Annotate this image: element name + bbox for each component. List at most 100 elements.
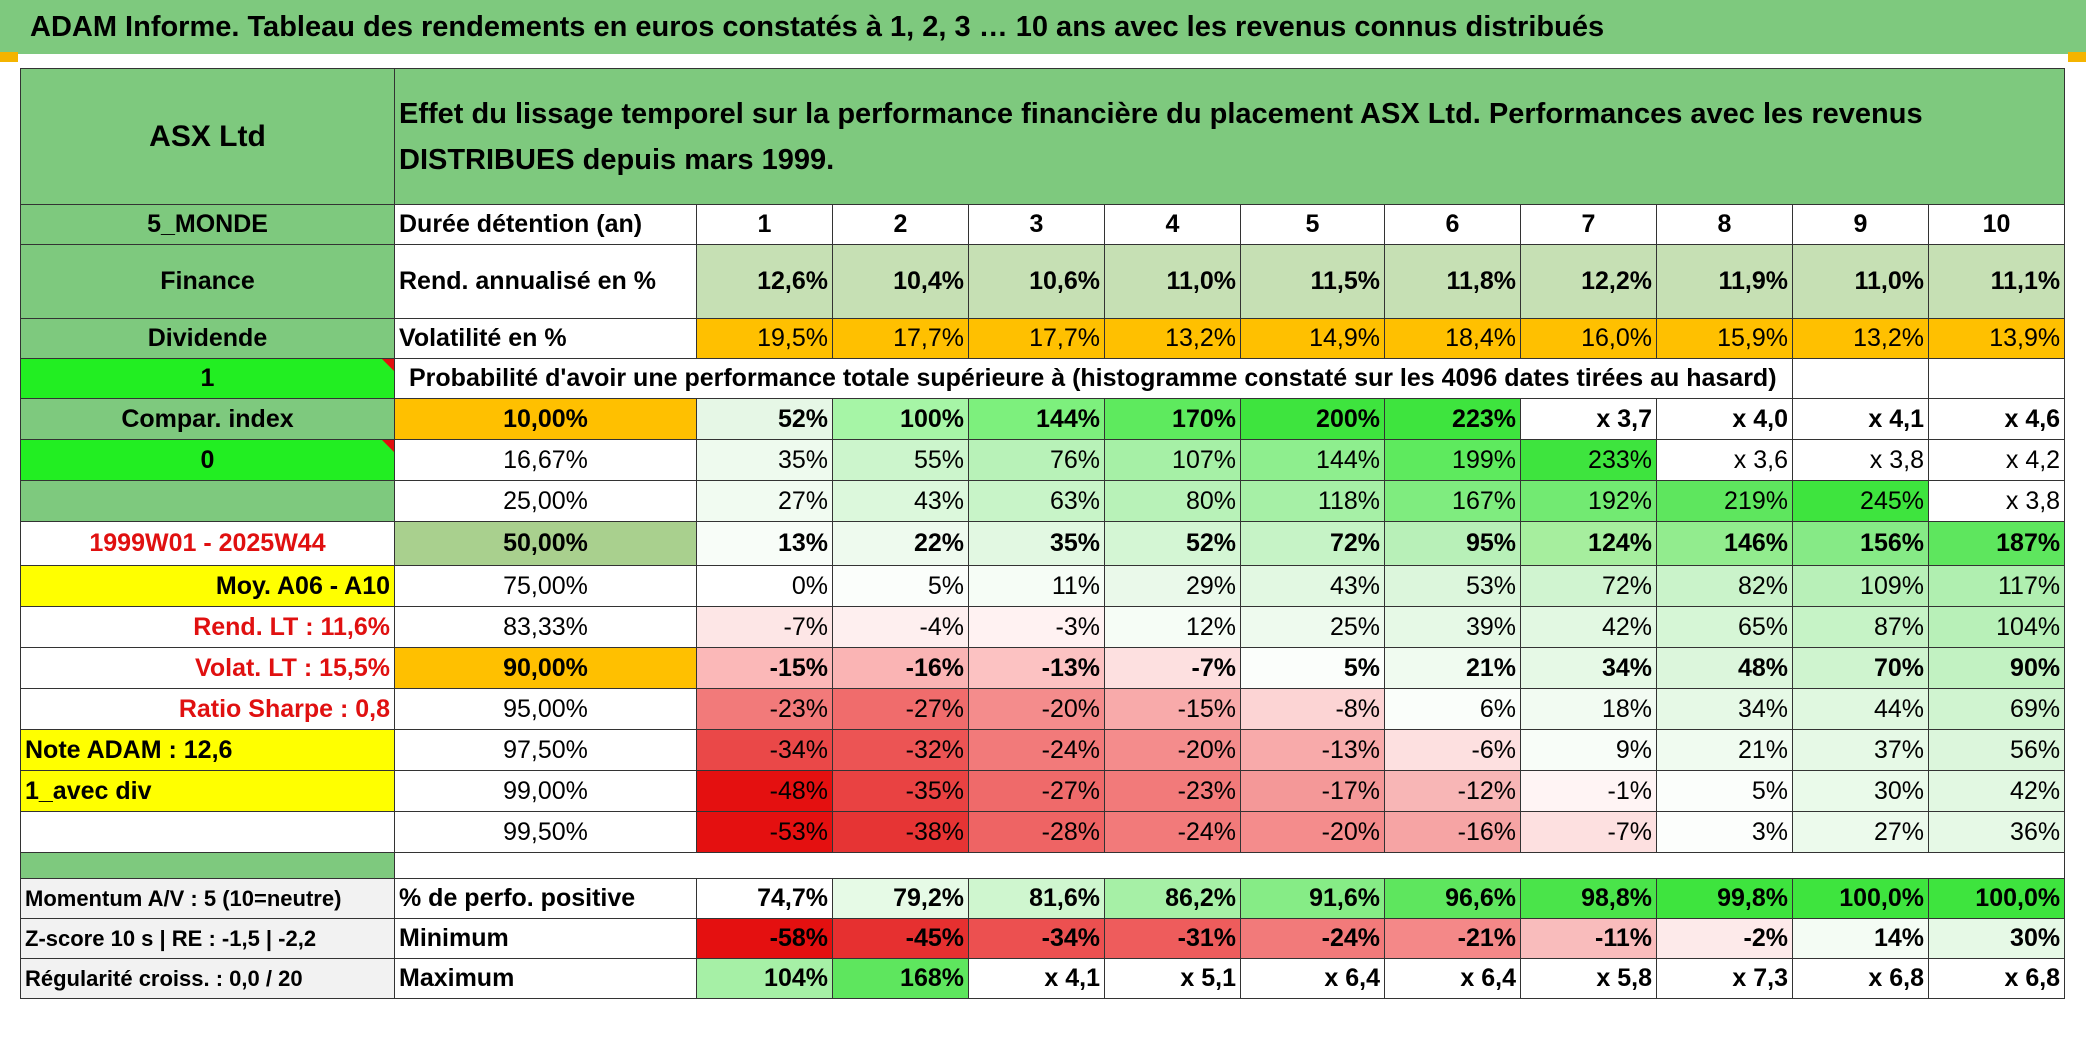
probability-value-cell: 13% (696, 521, 833, 566)
momentum-indicator: Momentum A/V : 5 (10=neutre) (20, 878, 395, 919)
summary-value-cell: -11% (1520, 918, 1657, 959)
flag-one: 1 (20, 358, 395, 399)
summary-value-cell: 98,8% (1520, 878, 1657, 919)
probability-value-cell: 11% (968, 565, 1105, 607)
probability-value-cell: 109% (1792, 565, 1929, 607)
summary-label: Maximum (394, 958, 697, 999)
probability-value-cell: x 3,8 (1792, 439, 1929, 481)
empty-cell (1792, 358, 1929, 399)
probability-row: Ratio Sharpe : 0,8 95,00% -23% -27% -20% -15%… (20, 688, 2066, 730)
probability-value-cell: 37% (1792, 729, 1929, 771)
volatility-cell: 15,9% (1656, 318, 1793, 359)
probability-value-cell: 69% (1927, 688, 2066, 730)
probability-value-cell: 192% (1520, 480, 1657, 522)
summary-value-cell: -21% (1384, 918, 1521, 959)
probability-value-cell: 72% (1240, 521, 1385, 566)
empty-label (20, 480, 395, 522)
volatility-cell: 14,9% (1240, 318, 1385, 359)
probability-value-cell: 156% (1792, 521, 1929, 566)
probability-value-cell: -7% (1520, 811, 1657, 853)
probability-row: Rend. LT : 11,6% 83,33% -7% -4% -3% 12% 25% 39%… (20, 606, 2066, 648)
probability-value-cell: 42% (1927, 770, 2066, 812)
summary-value-cell: 100,0% (1792, 878, 1929, 919)
summary-value-cell: x 6,4 (1384, 958, 1521, 999)
annual-return-row: Finance Rend. annualisé en % 12,6% 10,4%… (20, 244, 2066, 319)
probability-value-cell: x 4,0 (1656, 398, 1793, 440)
probability-value-cell: -27% (968, 770, 1105, 812)
probability-value-cell: 72% (1520, 565, 1657, 607)
probability-value-cell: -16% (832, 647, 969, 689)
probability-value-cell: 167% (1384, 480, 1521, 522)
probability-value-cell: 95% (1384, 521, 1521, 566)
probability-value-cell: -15% (1104, 688, 1241, 730)
volatility-cell: 13,2% (1792, 318, 1929, 359)
probability-value-cell: 27% (1792, 811, 1929, 853)
dividend-label: Dividende (20, 318, 395, 359)
probability-value-cell: 144% (968, 398, 1105, 440)
probability-value-cell: -24% (968, 729, 1105, 771)
year-header: 9 (1792, 204, 1929, 245)
probability-value-cell: 52% (1104, 521, 1241, 566)
probability-value-cell: 90% (1927, 647, 2066, 689)
volatility-cell: 17,7% (968, 318, 1105, 359)
probability-value-cell: -15% (696, 647, 833, 689)
year-header: 4 (1104, 204, 1241, 245)
volatility-cell: 13,2% (1104, 318, 1241, 359)
probability-row: Volat. LT : 15,5% 90,00% -15% -16% -13% -7% 5%… (20, 647, 2066, 689)
probability-value-cell: 0% (696, 565, 833, 607)
probability-value-cell: x 4,2 (1927, 439, 2066, 481)
long-term-volatility: Volat. LT : 15,5% (20, 647, 395, 689)
probability-value-cell: 146% (1656, 521, 1793, 566)
summary-label: % de perfo. positive (394, 878, 697, 919)
probability-value-cell: 82% (1656, 565, 1793, 607)
summary-row: Momentum A/V : 5 (10=neutre)% de perfo. … (20, 878, 2066, 919)
probability-caption-row: 1 Probabilité d'avoir une performance to… (20, 358, 2066, 399)
probability-value-cell: 43% (1240, 565, 1385, 607)
annual-return-label: Rend. annualisé en % (394, 244, 697, 319)
probability-value-cell: 144% (1240, 439, 1385, 481)
annual-return-cell: 10,4% (832, 244, 969, 319)
summary-value-cell: 79,2% (832, 878, 969, 919)
volatility-cell: 19,5% (696, 318, 833, 359)
probability-value-cell: 35% (696, 439, 833, 481)
asset-name: ASX Ltd (20, 68, 395, 205)
probability-value-cell: 200% (1240, 398, 1385, 440)
probability-value-cell: 18% (1520, 688, 1657, 730)
probability-value-cell: -28% (968, 811, 1105, 853)
probability-value-cell: 21% (1384, 647, 1521, 689)
probability-value-cell: -23% (696, 688, 833, 730)
volatility-cell: 18,4% (1384, 318, 1521, 359)
spacer-cell (20, 852, 395, 879)
summary-rows: Momentum A/V : 5 (10=neutre)% de perfo. … (20, 878, 2066, 999)
duration-label: Durée détention (an) (394, 204, 697, 245)
probability-row: Moy. A06 - A10 75,00% 0% 5% 11% 29% 43% 53% 72% 8… (20, 565, 2066, 607)
summary-value-cell: x 5,8 (1520, 958, 1657, 999)
probability-row: 1_avec div 99,00% -48% -35% -27% -23% -17% -12%… (20, 770, 2066, 812)
probability-value-cell: 63% (968, 480, 1105, 522)
probability-caption: Probabilité d'avoir une performance tota… (394, 358, 1793, 399)
probability-value-cell: 12% (1104, 606, 1241, 648)
summary-value-cell: 104% (696, 958, 833, 999)
summary-value-cell: x 6,8 (1792, 958, 1929, 999)
year-header: 8 (1656, 204, 1793, 245)
probability-row: Compar. index 10,00% 52% 100% 144% 170% 200% 22… (20, 398, 2066, 440)
year-header: 1 (696, 204, 833, 245)
probability-value-cell: 44% (1792, 688, 1929, 730)
corner-marker (2068, 52, 2086, 62)
summary-value-cell: -24% (1240, 918, 1385, 959)
probability-value-cell: 124% (1520, 521, 1657, 566)
flag-zero: 0 (20, 439, 395, 481)
zscore-indicator: Z-score 10 s | RE : -1,5 | -2,2 (20, 918, 395, 959)
probability-value-cell: 27% (696, 480, 833, 522)
annual-return-cell: 12,6% (696, 244, 833, 319)
probability-threshold: 99,50% (394, 811, 697, 853)
summary-value-cell: 99,8% (1656, 878, 1793, 919)
volatility-cell: 17,7% (832, 318, 969, 359)
summary-value-cell: x 4,1 (968, 958, 1105, 999)
table-description: Effet du lissage temporel sur la perform… (393, 68, 2066, 205)
probability-value-cell: 5% (832, 565, 969, 607)
annual-return-cell: 11,0% (1792, 244, 1929, 319)
summary-value-cell: x 6,4 (1240, 958, 1385, 999)
probability-threshold: 25,00% (394, 480, 697, 522)
regularity-indicator: Régularité croiss. : 0,0 / 20 (20, 958, 395, 999)
